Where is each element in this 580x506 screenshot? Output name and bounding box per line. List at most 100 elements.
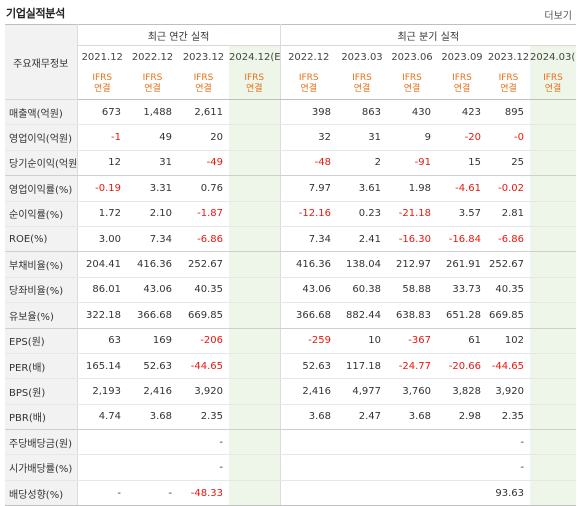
cell-value: 1.72: [77, 201, 127, 227]
cell-value: 138.04: [337, 251, 387, 278]
cell-value: -16.84: [437, 226, 487, 253]
cell-value: 43.06: [280, 277, 337, 304]
cell-value: 169: [127, 328, 178, 354]
cell-value: 1,488: [127, 99, 178, 126]
ifrs-standard: IFRS: [193, 73, 214, 83]
table-row: 당기순이익(억원) 12 31 -49 -48 2 -91 15 25: [5, 150, 576, 177]
period-header: 2022.12: [288, 52, 330, 63]
cell-value: [127, 429, 178, 456]
cell-value: 31: [337, 124, 387, 151]
period-header: 2023.12: [487, 52, 530, 63]
ifrs-consolidated: 연결: [144, 84, 161, 94]
row-label: 유보율(%): [5, 302, 78, 329]
ifrs-consolidated: 연결: [403, 84, 421, 94]
cell-value: 7.34: [127, 226, 178, 253]
cell-value: [387, 429, 437, 456]
cell-value: -4.61: [437, 175, 487, 202]
cell-value: 322.18: [77, 302, 127, 329]
table-row: EPS(원) 63 169 -206 -259 10 -367 61 102: [5, 328, 576, 354]
ifrs-standard: IFRS: [452, 73, 472, 83]
cell-value: [530, 175, 576, 202]
table-body: 매출액(억원) 673 1,488 2,611 398 863 430 423 895 영업이익(…: [5, 99, 576, 506]
cell-value: [127, 454, 178, 481]
cell-value: [229, 201, 281, 227]
section-title: 기업실적분석: [6, 7, 65, 20]
cell-value: -6.86: [178, 226, 229, 253]
cell-value: -: [127, 480, 178, 506]
cell-value: [229, 480, 281, 506]
table-row: 순이익률(%) 1.72 2.10 -1.87 -12.16 0.23 -21.18 3.57…: [5, 201, 576, 227]
cell-value: -21.18: [387, 201, 437, 227]
cell-value: -: [77, 480, 127, 506]
cell-value: [229, 124, 281, 151]
cell-value: 9: [387, 124, 437, 151]
cell-value: [387, 480, 437, 506]
ifrs-consolidated: 연결: [245, 84, 263, 94]
ifrs-standard: IFRS: [352, 73, 372, 83]
ifrs-label: IFRS 연결: [337, 69, 387, 100]
ifrs-standard: IFRS: [92, 73, 113, 83]
cell-value: 416.36: [280, 251, 337, 278]
ifrs-consolidated: 연결: [195, 84, 212, 94]
cell-value: 638.83: [387, 302, 437, 329]
table-row: PER(배) 165.14 52.63 -44.65 52.63 117.18 -24.77…: [5, 353, 576, 380]
ifrs-consolidated: 연결: [353, 84, 371, 94]
table-row: 당좌비율(%) 86.01 43.06 40.35 43.06 60.38 58.88 33.…: [5, 277, 576, 304]
table-row: 유보율(%) 322.18 366.68 669.85 366.68 882.44 638.…: [5, 302, 576, 329]
cell-value: [530, 480, 576, 506]
cell-value: [437, 454, 487, 481]
cell-value: 3.68: [127, 404, 178, 431]
row-label: 영업이익률(%): [5, 175, 78, 202]
cell-value: -20: [437, 124, 487, 151]
cell-value: 398: [280, 99, 337, 126]
cell-value: [337, 454, 387, 481]
cell-value: 423: [437, 99, 487, 126]
cell-value: 33.73: [437, 277, 487, 304]
ifrs-label: IFRS 연결: [178, 69, 229, 100]
row-label: 당기순이익(억원): [5, 150, 78, 177]
item-header: 주요재무정보: [5, 24, 78, 100]
ifrs-consolidated: 연결: [544, 84, 562, 94]
cell-value: [229, 378, 281, 405]
more-link[interactable]: 더보기: [544, 11, 572, 22]
cell-value: 2.98: [437, 404, 487, 431]
row-label: 시가배당률(%): [5, 454, 78, 481]
table-row: PBR(배) 4.74 3.68 2.35 3.68 2.47 3.68 2.98 2.35: [5, 404, 576, 431]
cell-value: 0.23: [337, 201, 387, 227]
row-label: EPS(원): [5, 328, 78, 354]
cell-value: [280, 480, 337, 506]
cell-value: [280, 429, 337, 456]
cell-value: 2,193: [77, 378, 127, 405]
cell-value: -0.02: [487, 175, 530, 202]
ifrs-label: IFRS 연결: [127, 69, 178, 100]
cell-value: [530, 429, 576, 456]
cell-value: 673: [77, 99, 127, 126]
cell-value: 31: [127, 150, 178, 177]
cell-value: -: [487, 429, 530, 456]
cell-value: -20.66: [437, 353, 487, 380]
cell-value: -12.16: [280, 201, 337, 227]
ifrs-label: IFRS 연결: [487, 69, 530, 100]
cell-value: [337, 480, 387, 506]
cell-value: 4.74: [77, 404, 127, 431]
table-row: 배당성향(%) - - -48.33 93.63: [5, 480, 576, 506]
cell-value: 49: [127, 124, 178, 151]
cell-value: [229, 429, 281, 456]
cell-value: [530, 378, 576, 405]
cell-value: -: [178, 454, 229, 481]
ifrs-row: IFRS 연결 IFRS 연결 IFRS 연결 IFRS 연결 IFRS 연결 IFRS 연결 IFRS…: [5, 69, 576, 100]
cell-value: 3,828: [437, 378, 487, 405]
cell-value: 10: [337, 328, 387, 354]
table-row: BPS(원) 2,193 2,416 3,920 2,416 4,977 3,760 3,82…: [5, 378, 576, 405]
cell-value: [229, 328, 281, 354]
cell-value: 1.98: [387, 175, 437, 202]
table-row: 매출액(억원) 673 1,488 2,611 398 863 430 423 895: [5, 99, 576, 126]
cell-value: [437, 480, 487, 506]
cell-value: [229, 99, 281, 126]
cell-value: 3.68: [280, 404, 337, 431]
cell-value: 2.35: [487, 404, 530, 431]
table-row: 영업이익(억원) -1 49 20 32 31 9 -20 -0: [5, 124, 576, 151]
row-label: PBR(배): [5, 404, 78, 431]
cell-value: 93.63: [487, 480, 530, 506]
table-row: ROE(%) 3.00 7.34 -6.86 7.34 2.41 -16.30 -16.84-…: [5, 226, 576, 253]
